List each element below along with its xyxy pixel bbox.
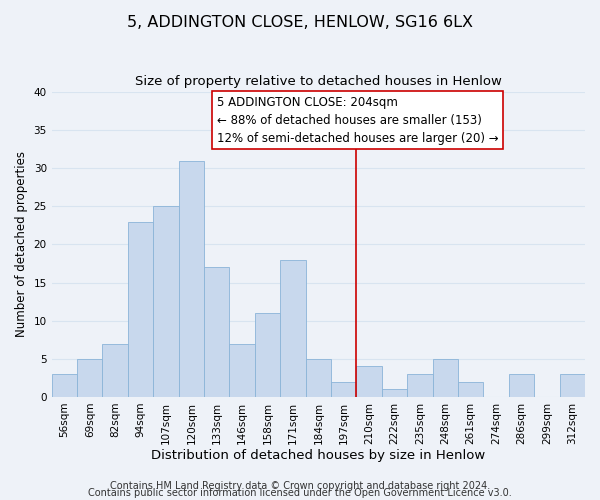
Bar (77, 359, 103, 397)
Bar (128, 222, 153, 397)
Text: Contains HM Land Registry data © Crown copyright and database right 2024.: Contains HM Land Registry data © Crown c… (110, 481, 490, 491)
Bar (331, 382, 356, 397)
Bar (509, 374, 534, 397)
Bar (560, 374, 585, 397)
Bar (229, 344, 255, 397)
Text: 5, ADDINGTON CLOSE, HENLOW, SG16 6LX: 5, ADDINGTON CLOSE, HENLOW, SG16 6LX (127, 15, 473, 30)
Y-axis label: Number of detached properties: Number of detached properties (15, 152, 28, 338)
Bar (356, 366, 382, 397)
Bar (407, 374, 433, 397)
Bar (255, 313, 280, 397)
Bar (179, 160, 204, 397)
Title: Size of property relative to detached houses in Henlow: Size of property relative to detached ho… (135, 75, 502, 88)
Bar (382, 390, 407, 397)
Bar (305, 359, 331, 397)
Bar (433, 359, 458, 397)
Text: 5 ADDINGTON CLOSE: 204sqm
← 88% of detached houses are smaller (153)
12% of semi: 5 ADDINGTON CLOSE: 204sqm ← 88% of detac… (217, 96, 499, 145)
Bar (103, 344, 128, 397)
Bar (458, 382, 484, 397)
Bar (153, 206, 179, 397)
Bar (52, 374, 77, 397)
Bar (280, 260, 305, 397)
X-axis label: Distribution of detached houses by size in Henlow: Distribution of detached houses by size … (151, 450, 485, 462)
Bar (204, 268, 229, 397)
Text: Contains public sector information licensed under the Open Government Licence v3: Contains public sector information licen… (88, 488, 512, 498)
